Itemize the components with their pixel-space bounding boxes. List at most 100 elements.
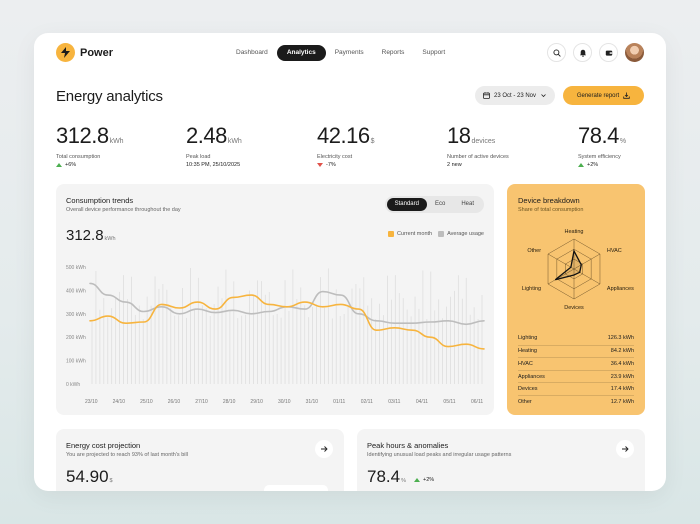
kpi-change: +2% [587,162,599,168]
open-peak-hours-button[interactable] [616,440,634,458]
nav-actions [540,43,644,62]
legend-swatch [387,231,394,237]
kpi-peak-load: 2.48 kWh Peak load 10:35 PM, 25/10/2025 [186,123,242,168]
radar-axis [573,253,601,270]
avatar[interactable] [625,43,644,62]
kpi-note: 2 new [447,162,462,168]
row-label: Heating [518,348,537,355]
legend-swatch [438,231,445,237]
x-tick-label: 01/11 [333,399,345,405]
card-title: Device breakdown [518,196,580,205]
radar-label: HVAC [607,248,622,254]
card-subtitle: You are projected to reach 93% of last m… [66,452,188,458]
nav-payments[interactable]: Payments [334,49,364,56]
x-tick-label: 02/11 [361,399,373,405]
breakdown-row: HVAC 36.4 kWh [518,357,634,370]
row-label: Appliances [518,373,545,380]
calendar-icon [483,92,490,99]
peak-change: +2% [413,477,434,483]
series-line-current-month [89,294,485,350]
y-tick-label: 400 kWh [66,288,86,294]
breakdown-row: Lighting 126.3 kWh [518,332,634,345]
x-tick-label: 03/11 [388,399,400,405]
nav-reports[interactable]: Reports [381,49,405,56]
projection-value-unit: $ [109,478,113,484]
legend-label: Current month [396,231,433,237]
trend-down-icon [317,163,323,167]
legend-label: Average usage [447,231,484,237]
trend-value-number: 312.8 [66,227,104,244]
logo[interactable]: Power [56,43,113,62]
x-tick-label: 06/11 [471,399,483,405]
peak-hours-card: Peak hours & anomalies Identifying unusu… [357,429,645,491]
x-tick-label: 05/11 [443,399,455,405]
x-tick-label: 29/10 [250,399,263,405]
kpi-value: 2.48 [186,123,227,148]
trend-up-icon [413,478,420,482]
kpi-label: Total consumption [56,154,101,160]
nav-dashboard[interactable]: Dashboard [236,49,268,56]
tab-heat[interactable]: Heat [461,201,474,207]
app-name: Power [80,46,114,59]
notifications-button[interactable] [573,43,592,62]
radar-axis [573,268,601,285]
wallet-button[interactable] [599,43,618,62]
consumption-chart: 500 kWh 400 kWh 300 kWh 200 kWh 100 kWh 0 kWh… [66,265,485,405]
card-subtitle: Identifying unusual load peaks and irreg… [367,452,512,458]
radar-label: Appliances [607,286,634,292]
trend-up-icon [578,163,584,167]
generate-report-label: Generate report [576,92,620,99]
kpi-label: Electricity cost [317,154,353,160]
y-tick-label: 0 kWh [66,382,80,388]
x-tick-label: 23/10 [85,399,98,405]
date-range-picker[interactable]: 23 Oct - 23 Nov [475,86,555,105]
x-tick-label: 28/10 [223,399,236,405]
kpi-change: +6% [65,162,77,168]
search-button[interactable] [547,43,566,62]
open-projection-button[interactable] [315,440,333,458]
tab-standard[interactable]: Standard [386,198,427,211]
x-tick-label: 31/10 [306,399,319,405]
arrow-right-icon [622,446,629,452]
bolt-icon [56,43,75,62]
nav-support[interactable]: Support [422,49,446,56]
tab-eco[interactable]: Eco [434,201,446,207]
chevron-down-icon [541,94,546,98]
breakdown-row: Appliances 23.9 kWh [518,369,634,383]
y-tick-label: 200 kWh [66,335,86,341]
row-label: Devices [518,386,538,393]
nav-analytics[interactable]: Analytics [276,45,326,61]
radar-label: Lighting [522,286,541,292]
x-tick-label: 27/10 [195,399,208,405]
kpi-label: Number of active devices [447,154,509,160]
app-window: Power Dashboard Analytics Payments Repor… [34,33,666,491]
y-tick-label: 100 kWh [66,359,86,365]
row-value: 12.7 kWh [610,398,634,405]
row-value: 84.2 kWh [610,348,634,355]
generate-report-button[interactable]: Generate report [563,86,644,105]
row-label: Lighting [518,335,538,342]
card-subtitle: Overall device performance throughout th… [66,207,181,213]
row-label: Other [518,398,532,405]
date-range-label: 23 Oct - 23 Nov [493,92,537,99]
projection-chart-panel [264,485,328,491]
card-title: Consumption trends [66,196,134,205]
kpi-label: System efficiency [578,154,621,160]
download-icon [623,92,630,99]
kpi-note: 10:35 PM, 25/10/2025 [186,162,241,168]
radar-shape [554,249,582,281]
card-title: Energy cost projection [66,441,141,450]
kpi-unit: kWh [109,138,124,145]
kpi-active-devices: 18 devices Number of active devices 2 new [447,123,509,168]
x-tick-label: 30/10 [278,399,291,405]
peak-value: 78.4 % +2% [367,467,434,487]
kpi-value: 18 [447,123,471,148]
x-tick-label: 26/10 [168,399,181,405]
legend-current-month: Current month [387,231,433,237]
radar-axis [547,253,575,270]
trend-value-unit: kWh [104,236,116,242]
page-title: Energy analytics [56,88,163,105]
search-icon [552,48,561,57]
row-value: 23.9 kWh [610,373,634,380]
kpi-change: -7% [326,162,336,168]
